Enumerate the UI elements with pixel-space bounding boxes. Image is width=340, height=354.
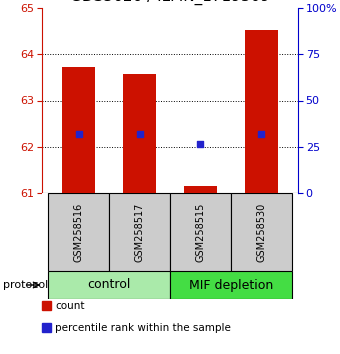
Text: control: control bbox=[87, 279, 131, 291]
Text: GSM258516: GSM258516 bbox=[73, 202, 84, 262]
Bar bbox=[245, 30, 278, 193]
Bar bbox=[231, 193, 292, 271]
Point bbox=[198, 142, 203, 147]
Text: GSM258530: GSM258530 bbox=[256, 202, 267, 262]
Bar bbox=[123, 74, 156, 193]
Point bbox=[137, 131, 142, 137]
Bar bbox=[170, 271, 292, 299]
Point bbox=[76, 131, 81, 137]
Bar bbox=[48, 193, 109, 271]
Bar bbox=[184, 186, 217, 193]
Bar bbox=[48, 271, 170, 299]
Text: GSM258517: GSM258517 bbox=[135, 202, 144, 262]
Title: GDS3626 / ILMN_1719309: GDS3626 / ILMN_1719309 bbox=[70, 0, 270, 5]
Bar bbox=[170, 193, 231, 271]
Text: GSM258515: GSM258515 bbox=[195, 202, 205, 262]
Bar bbox=[62, 67, 95, 193]
Text: percentile rank within the sample: percentile rank within the sample bbox=[55, 323, 231, 333]
Text: MIF depletion: MIF depletion bbox=[189, 279, 273, 291]
Bar bbox=[109, 193, 170, 271]
Text: count: count bbox=[55, 301, 85, 311]
Point bbox=[259, 131, 264, 137]
Text: protocol: protocol bbox=[3, 280, 49, 290]
